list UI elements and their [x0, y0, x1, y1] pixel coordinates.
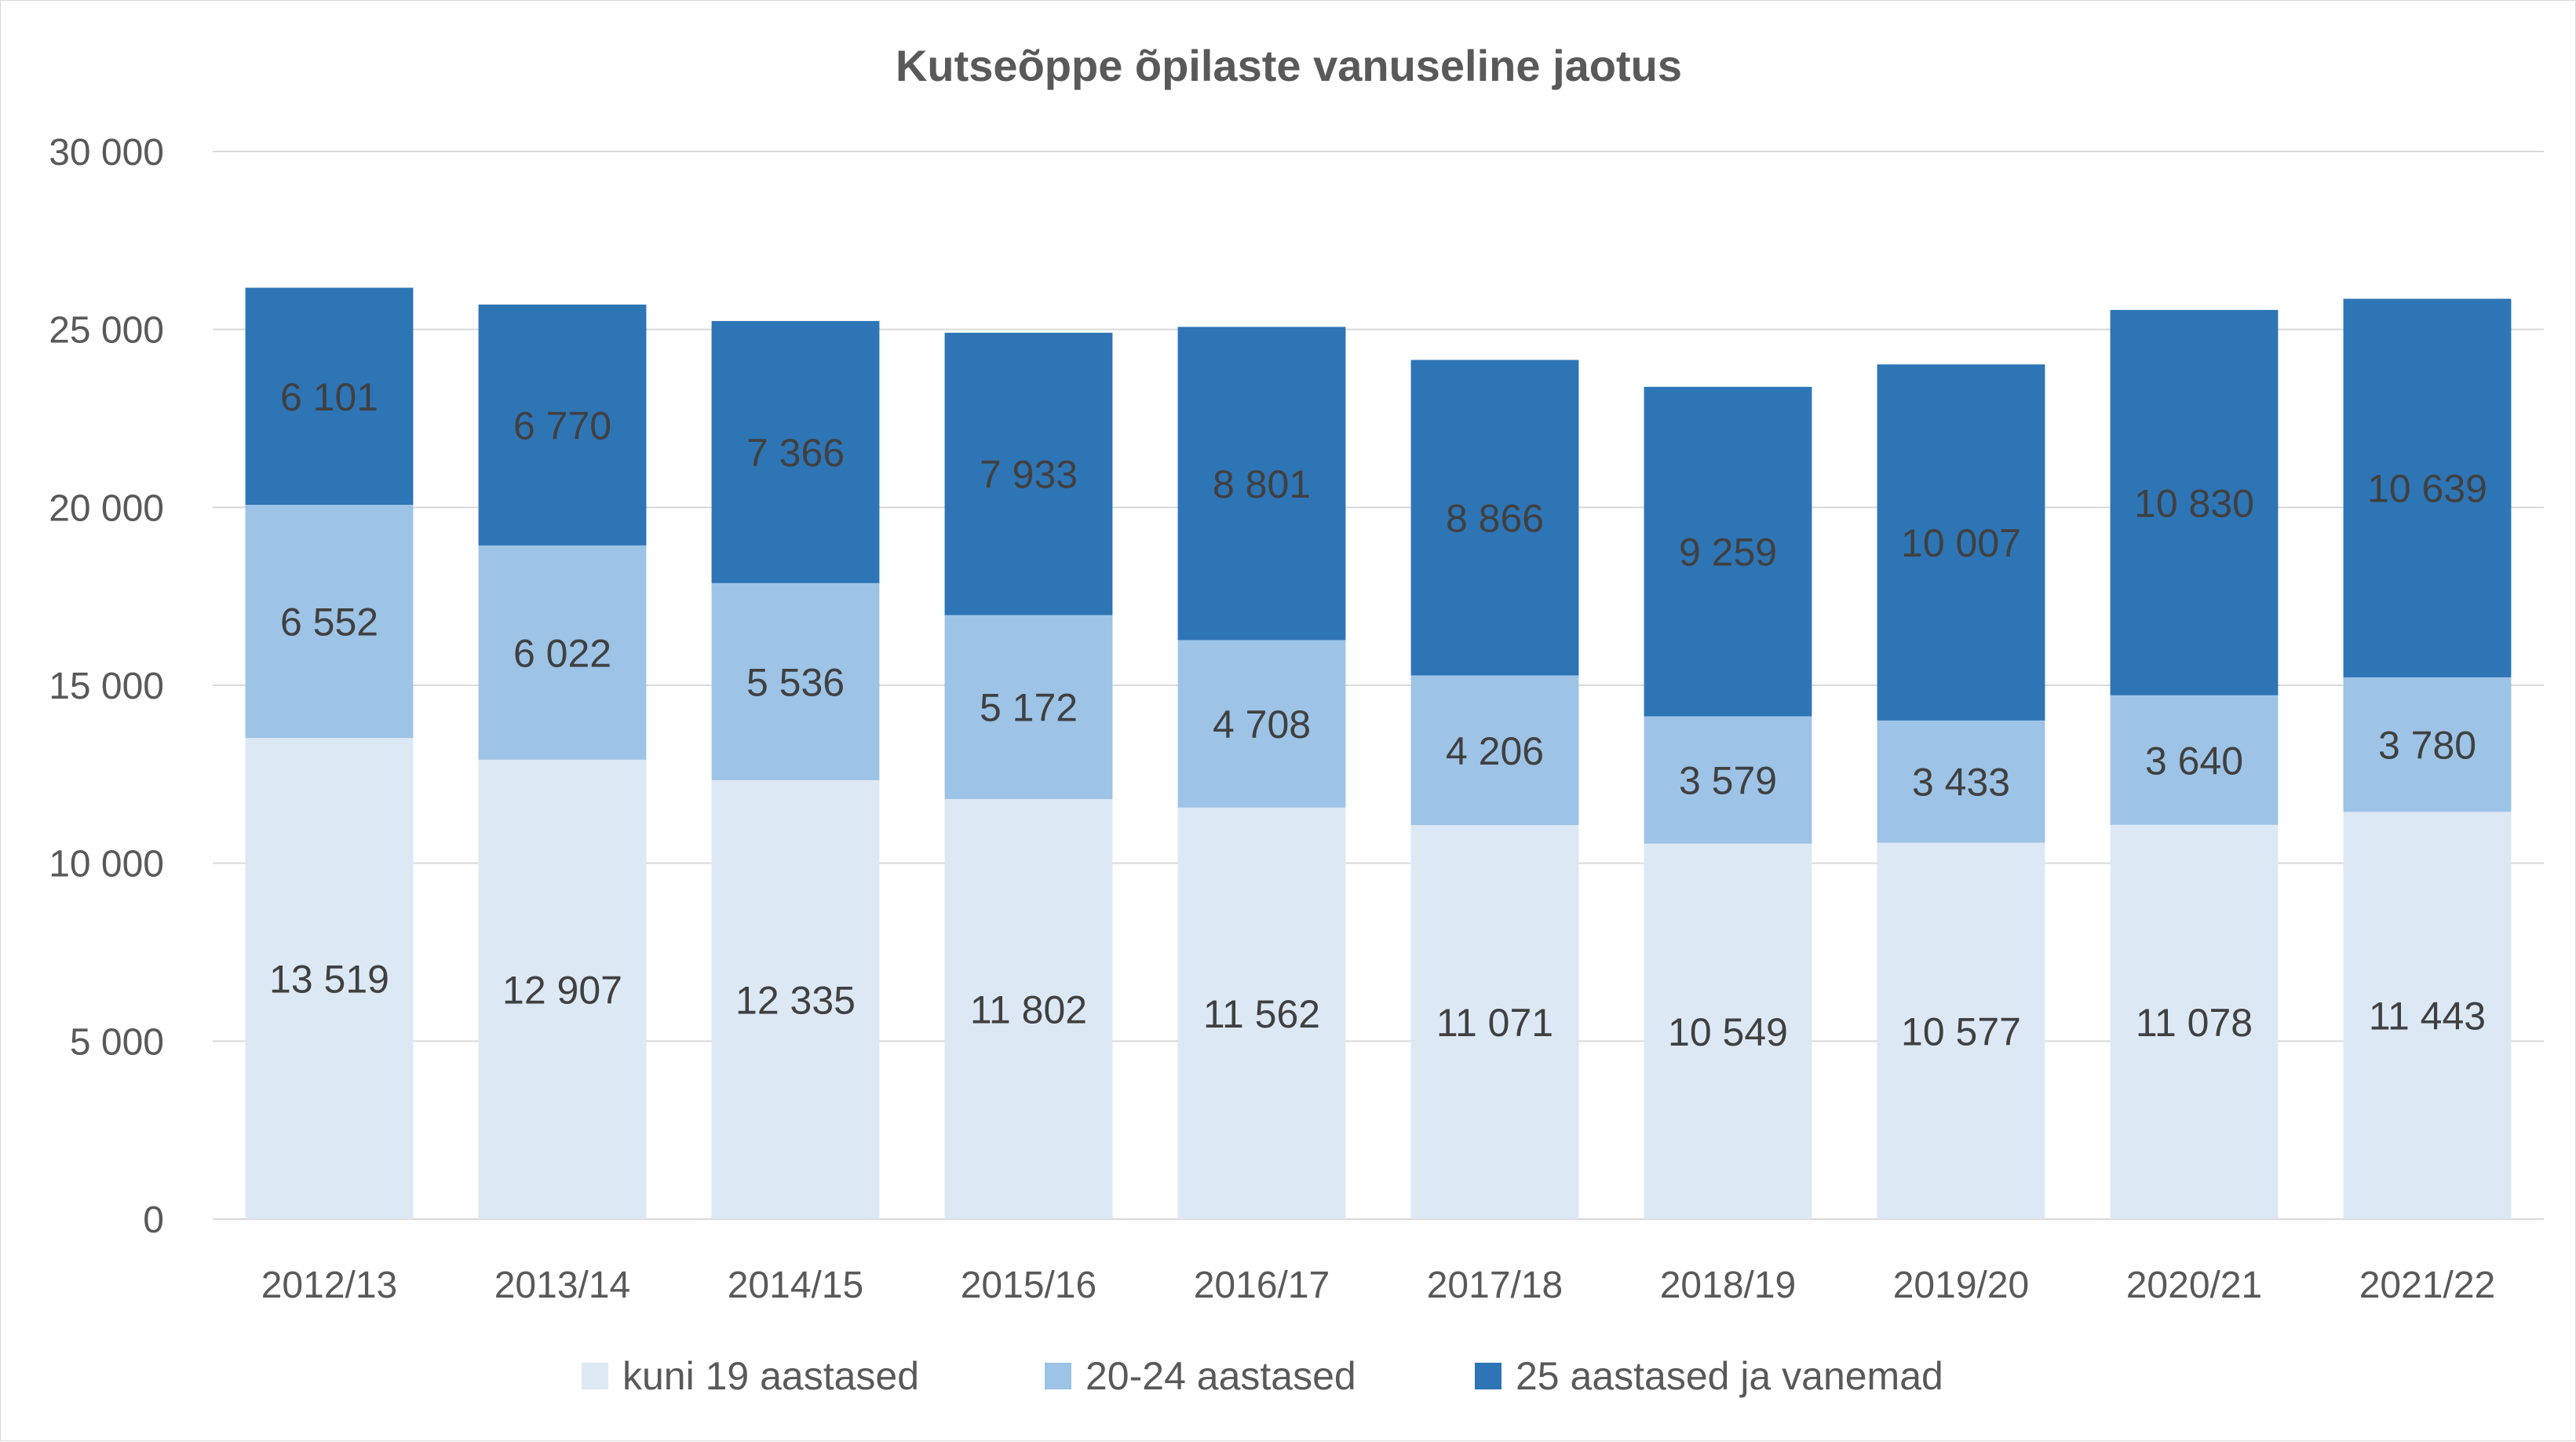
legend-label: 25 aastased ja vanemad [1516, 1354, 1943, 1398]
x-tick-label: 2015/16 [961, 1265, 1097, 1306]
data-label: 3 780 [2378, 724, 2476, 768]
data-labels: 13 519 6 552 6 101 12 907 6 022 6 770 12 335 5 … [269, 375, 2487, 1054]
bar-segment-1 [1410, 825, 1579, 1219]
bar-segment-2 [2110, 695, 2279, 825]
data-label: 3 640 [2145, 739, 2243, 783]
bar-segment-1 [245, 738, 414, 1219]
data-label: 8 866 [1446, 496, 1544, 540]
y-tick-label: 15 000 [49, 666, 164, 707]
y-tick-label: 10 000 [49, 844, 164, 885]
bar-segment-1 [944, 798, 1113, 1219]
data-label: 6 022 [513, 631, 611, 675]
data-label: 13 519 [269, 958, 389, 1002]
data-label: 5 536 [746, 660, 845, 704]
x-tick-label: 2020/21 [2126, 1265, 2263, 1306]
bar-segment-1 [2110, 824, 2279, 1219]
data-label: 5 172 [980, 686, 1078, 730]
data-label: 6 770 [513, 403, 611, 447]
data-label: 10 577 [1901, 1009, 2021, 1053]
bar-segment-1 [711, 779, 880, 1219]
chart-title: Kutseõppe õpilaste vanuseline jaotus [896, 41, 1682, 90]
bar-segment-2 [478, 545, 647, 760]
x-tick-label: 2017/18 [1427, 1265, 1563, 1306]
data-label: 11 071 [1436, 1001, 1553, 1045]
data-label: 7 366 [746, 431, 845, 475]
bar-segment-1 [1177, 807, 1346, 1219]
bar-segment-2 [1877, 720, 2045, 843]
data-label: 11 078 [2136, 1001, 2253, 1045]
y-tick-label: 5 000 [70, 1021, 164, 1063]
bar-segment-1 [478, 759, 647, 1219]
x-axis-tick-labels: 2012/13 2013/14 2014/15 2015/16 2016/17 2017/… [261, 1265, 2496, 1306]
legend-swatch [1475, 1363, 1501, 1389]
data-label: 3 433 [1912, 761, 2010, 805]
y-tick-label: 20 000 [49, 487, 164, 529]
bar-segment-3 [478, 304, 647, 546]
bar-segment-3 [2343, 298, 2512, 677]
y-axis-tick-labels: 0 5 000 10 000 15 000 20 000 25 000 30 000 [49, 132, 164, 1241]
bar-segment-3 [1177, 327, 1346, 641]
legend-swatch [582, 1363, 608, 1389]
x-tick-label: 2021/22 [2359, 1265, 2496, 1306]
bars [245, 287, 2512, 1219]
data-label: 10 830 [2134, 481, 2254, 525]
data-label: 9 259 [1679, 531, 1777, 575]
bar-segment-2 [1177, 640, 1346, 808]
data-label: 4 708 [1213, 703, 1311, 747]
data-label: 8 801 [1213, 462, 1311, 506]
bar-segment-2 [245, 505, 414, 739]
y-tick-label: 25 000 [49, 310, 164, 352]
data-label: 4 206 [1446, 729, 1544, 773]
bar-segment-2 [944, 615, 1113, 799]
x-tick-label: 2012/13 [261, 1265, 398, 1306]
data-label: 12 907 [502, 968, 622, 1012]
bar-segment-2 [1410, 675, 1579, 826]
data-label: 7 933 [980, 453, 1078, 497]
legend-label: kuni 19 aastased [622, 1354, 919, 1398]
x-tick-label: 2014/15 [728, 1265, 864, 1306]
bar-segment-1 [1877, 842, 2045, 1219]
data-label: 10 007 [1901, 521, 2021, 565]
x-tick-label: 2018/19 [1660, 1265, 1797, 1306]
legend-swatch [1045, 1363, 1071, 1389]
data-label: 12 335 [735, 978, 856, 1022]
bar-segment-3 [1877, 364, 2045, 721]
bar-segment-2 [2343, 677, 2512, 812]
x-tick-label: 2013/14 [494, 1265, 631, 1306]
y-tick-label: 30 000 [49, 132, 164, 173]
bar-segment-2 [711, 582, 880, 780]
bar-segment-1 [1644, 843, 1812, 1219]
data-label: 10 549 [1668, 1010, 1788, 1054]
data-label: 3 579 [1679, 759, 1777, 803]
legend: kuni 19 aastased 20-24 aastased 25 aastase… [582, 1354, 1943, 1398]
bar-segment-3 [2110, 309, 2279, 695]
data-label: 11 443 [2369, 995, 2486, 1039]
data-label: 11 562 [1203, 992, 1320, 1036]
data-label: 11 802 [970, 987, 1087, 1031]
bar-segment-3 [245, 287, 414, 506]
bar-segment-2 [1644, 716, 1812, 844]
bar-segment-3 [1410, 360, 1579, 676]
bar-segment-3 [944, 332, 1113, 615]
x-tick-label: 2016/17 [1194, 1265, 1330, 1306]
data-label: 6 101 [280, 375, 378, 419]
bar-segment-3 [711, 320, 880, 583]
legend-label: 20-24 aastased [1085, 1354, 1356, 1398]
data-label: 6 552 [280, 601, 378, 644]
data-label: 10 639 [2367, 467, 2487, 511]
bar-segment-3 [1644, 386, 1812, 717]
x-tick-label: 2019/20 [1893, 1265, 2030, 1306]
bar-segment-1 [2343, 812, 2512, 1219]
y-tick-label: 0 [143, 1199, 164, 1241]
